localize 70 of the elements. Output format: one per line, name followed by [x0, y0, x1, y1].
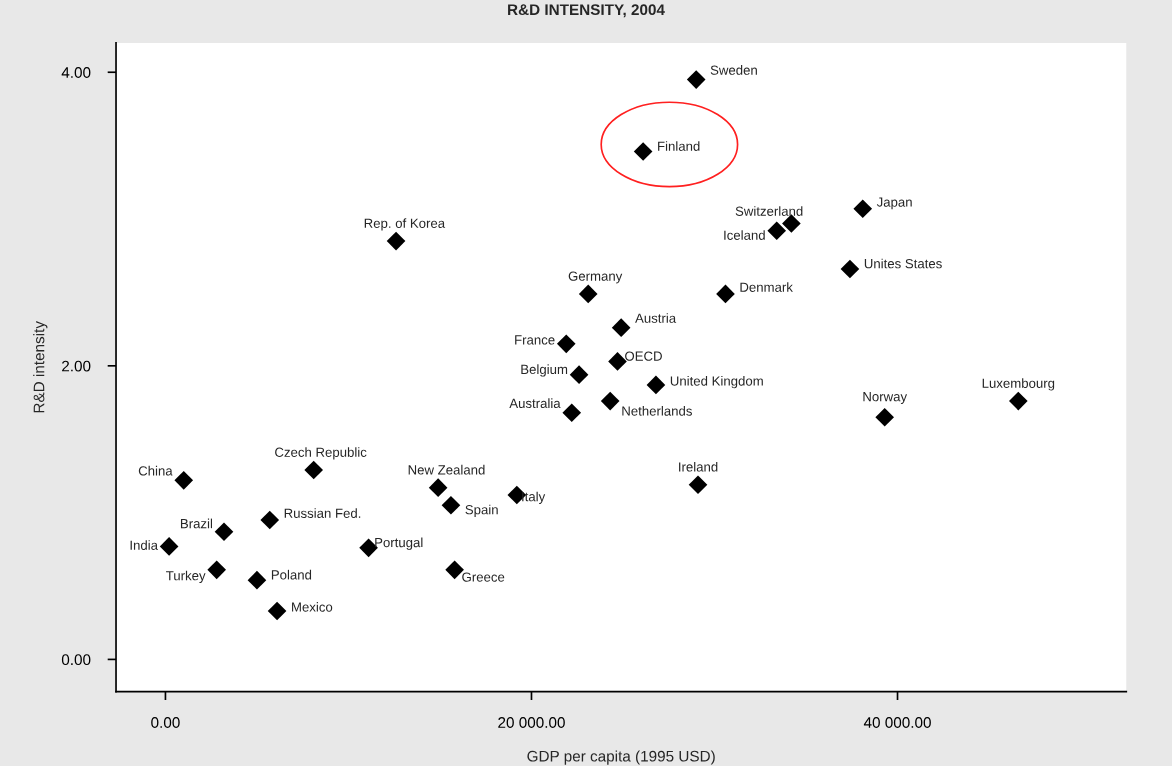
annotation: Belgium [521, 364, 568, 377]
annotation: OECD [625, 351, 662, 361]
point [840, 259, 860, 279]
point [633, 142, 653, 161]
annotation: Switzerland [735, 206, 803, 216]
annotation: New Zealand [408, 464, 485, 475]
annotation: Italy [522, 491, 546, 504]
point [686, 70, 706, 89]
annotation: Spain [465, 504, 498, 517]
point [767, 221, 787, 241]
x-tick-label: 40 000.00 [863, 717, 931, 728]
point [569, 365, 589, 384]
point [428, 478, 448, 497]
annotation: India [130, 540, 158, 550]
point [207, 560, 227, 580]
annotation: Denmark [740, 282, 793, 292]
y-tick-label: 2.00 [62, 360, 91, 372]
point [611, 318, 631, 337]
annotation: China [138, 465, 173, 476]
point [445, 560, 464, 580]
point [304, 460, 324, 480]
point [159, 537, 179, 556]
point [562, 403, 582, 423]
annotation: Norway [863, 392, 908, 404]
x-tick-label: 0.00 [151, 717, 180, 728]
annotation: Germany [568, 271, 623, 284]
point [214, 522, 234, 542]
point [174, 471, 194, 490]
y-tick-label: 4.00 [61, 67, 91, 78]
annotation: Brazil [180, 518, 213, 529]
annotation: Turkey [166, 570, 206, 583]
point [853, 199, 873, 219]
annotation: Australia [509, 398, 561, 409]
point [556, 334, 576, 354]
annotation: Unites States [864, 258, 942, 269]
x-tick-label: 20 000.00 [498, 717, 565, 728]
point [267, 601, 287, 621]
annotation: Czech Republic [275, 447, 367, 460]
point [1008, 391, 1028, 411]
point [716, 284, 735, 304]
point [578, 284, 598, 304]
annotation: Greece [462, 572, 505, 582]
y-axis-title: R&D intensity [33, 321, 48, 413]
annotation: Mexico [292, 602, 333, 612]
point [386, 231, 406, 251]
x-axis-title: GDP per capita (1995 USD) [527, 750, 715, 765]
point [608, 352, 627, 371]
annotation: Austria [635, 313, 677, 323]
annotation: Iceland [724, 230, 765, 240]
annotation: Finland [658, 141, 700, 151]
chart-title: R&D INTENSITY, 2004 [508, 4, 665, 18]
annotation: Luxembourg [982, 378, 1055, 391]
point [688, 475, 708, 495]
y-tick-label: 0.00 [61, 654, 91, 666]
annotation: Netherlands [622, 406, 692, 416]
point [441, 495, 461, 515]
annotation: Rep. of Korea [364, 218, 446, 231]
point [260, 510, 280, 530]
annotation: France [515, 335, 555, 345]
point [600, 391, 620, 411]
annotation: Sweden [710, 65, 757, 75]
annotation: Portugal [375, 537, 423, 550]
annotation: Russian Fed. [284, 508, 361, 518]
annotation: Ireland [679, 461, 718, 472]
annotation: Poland [271, 569, 312, 580]
point [875, 407, 895, 427]
point [646, 375, 666, 395]
annotation: Japan [876, 197, 912, 210]
point [247, 570, 267, 590]
annotation: United Kingdom [670, 375, 763, 389]
